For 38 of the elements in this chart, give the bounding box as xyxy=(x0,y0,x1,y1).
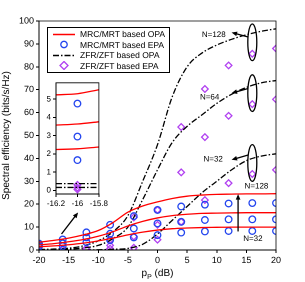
annotation: N=32 xyxy=(204,154,224,164)
x-tick-label: -16 xyxy=(72,199,84,208)
y-tick-label: 4 xyxy=(46,112,52,122)
x-tick-label: 10 xyxy=(212,254,222,265)
x-tick-label: -20 xyxy=(32,254,46,265)
annotation: N=128 xyxy=(202,30,226,39)
x-tick-label: -10 xyxy=(92,254,105,265)
y-tick-label: 90 xyxy=(24,38,34,48)
y-tick-label: 0 xyxy=(46,186,52,195)
y-tick-label: 60 xyxy=(24,107,34,118)
legend-label: ZFR/ZFT based EPA xyxy=(80,60,159,71)
y-tick-label: 30 xyxy=(24,176,34,186)
annotation: N=64 xyxy=(200,92,220,102)
y-tick-label: 5 xyxy=(46,94,52,104)
annotation: N=32 xyxy=(243,234,264,243)
y-tick-label: 50 xyxy=(24,130,34,140)
y-tick-label: 100 xyxy=(18,15,34,26)
x-tick-label: 0 xyxy=(154,254,160,265)
legend-label: ZFR/ZFT based OPA xyxy=(80,50,160,60)
legend-label: MRC/MRT based OPA xyxy=(80,29,166,40)
y-tick-label: 80 xyxy=(24,61,34,72)
x-tick-label: -5 xyxy=(124,254,132,265)
y-tick-label: 2 xyxy=(46,149,52,158)
x-tick-label: 5 xyxy=(184,254,190,265)
x-tick-label: 15 xyxy=(241,254,252,265)
y-axis-title: Spectral efficiency (bits/s/Hz) xyxy=(0,71,12,200)
x-tick-label: 20 xyxy=(270,254,282,265)
y-tick-label: 40 xyxy=(24,152,34,163)
x-tick-label: -15.8 xyxy=(90,199,109,208)
y-tick-label: 3 xyxy=(46,130,52,140)
x-tick-label: -16.2 xyxy=(46,199,66,208)
x-tick-label: -15 xyxy=(62,254,76,265)
y-tick-label: 10 xyxy=(24,222,34,232)
y-tick-label: 1 xyxy=(46,167,52,176)
legend-label: MRC/MRT based EPA xyxy=(80,40,164,50)
annotation: N=128 xyxy=(244,182,269,191)
y-tick-label: 70 xyxy=(24,84,34,94)
y-tick-label: 0 xyxy=(28,244,34,254)
